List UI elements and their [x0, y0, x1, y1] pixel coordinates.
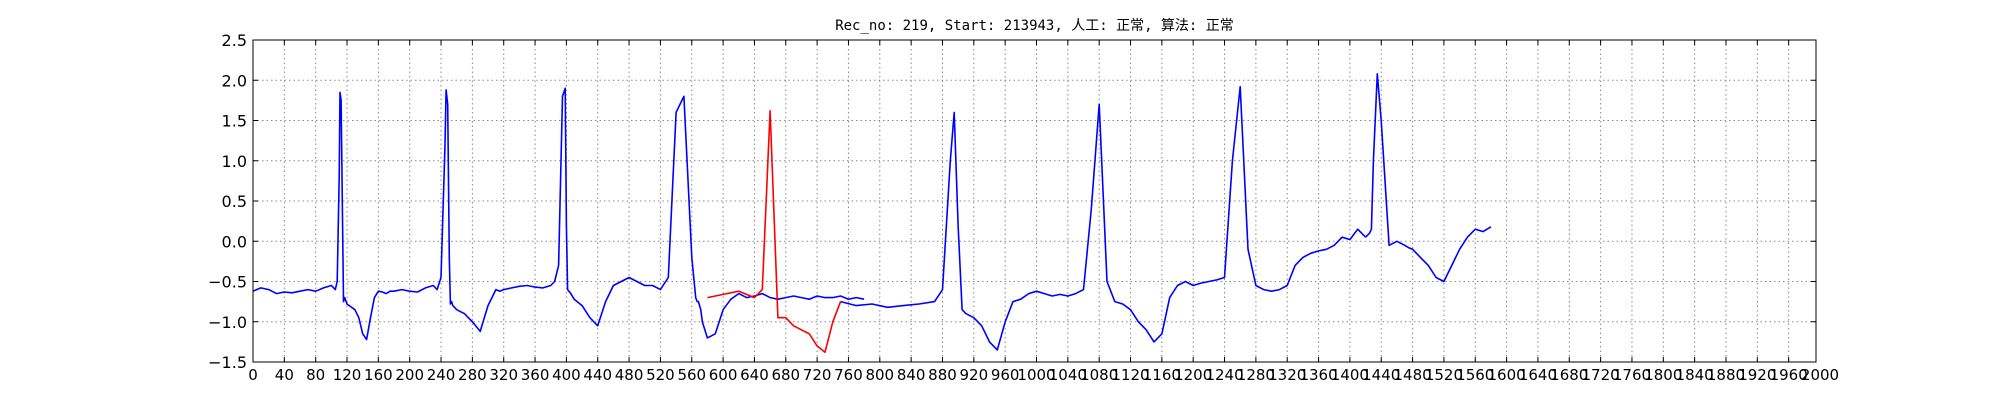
x-tick-label: 1920 [1738, 366, 1776, 384]
x-tick-label: 1880 [1707, 366, 1745, 384]
x-tick-label: 440 [583, 366, 612, 384]
x-tick-label: 880 [928, 366, 957, 384]
y-tick-label: −0.5 [208, 273, 247, 292]
ecg-series-line-3 [1365, 73, 1492, 283]
x-tick-label: 280 [458, 366, 487, 384]
x-tick-label: 80 [306, 366, 325, 384]
x-tick-label: 1360 [1299, 366, 1337, 384]
x-tick-label: 1800 [1644, 366, 1682, 384]
x-tick-label: 120 [333, 366, 362, 384]
x-tick-label: 1680 [1550, 366, 1588, 384]
x-tick-label: 520 [646, 366, 675, 384]
x-tick-label: 1040 [1049, 366, 1087, 384]
x-tick-label: 320 [489, 366, 518, 384]
chart-title: Rec_no: 219, Start: 213943, 人工: 正常, 算法: … [835, 18, 1234, 34]
x-tick-label: 760 [834, 366, 863, 384]
x-tick-label: 360 [521, 366, 550, 384]
grid-lines [253, 40, 1816, 362]
x-tick-label: 1640 [1519, 366, 1557, 384]
x-tick-label: 1200 [1174, 366, 1212, 384]
x-tick-label: 1960 [1770, 366, 1808, 384]
x-tick-label: 1080 [1080, 366, 1118, 384]
x-tick-label: 1760 [1613, 366, 1651, 384]
x-tick-label: 2000 [1801, 366, 1839, 384]
x-tick-label: 720 [803, 366, 832, 384]
x-tick-label: 1280 [1237, 366, 1275, 384]
y-tick-label: −1.5 [208, 353, 247, 372]
y-tick-label: 1.5 [222, 112, 247, 131]
x-tick-label: 640 [740, 366, 769, 384]
y-tick-label: 2.5 [222, 31, 247, 50]
x-tick-label: 240 [427, 366, 456, 384]
x-tick-label: 960 [991, 366, 1020, 384]
x-tick-label: 1240 [1205, 366, 1243, 384]
x-tick-label: 40 [275, 366, 294, 384]
x-tick-label: 1160 [1143, 366, 1181, 384]
x-tick-label: 1440 [1362, 366, 1400, 384]
y-tick-label: 1.0 [222, 152, 247, 171]
x-tick-label: 600 [709, 366, 738, 384]
y-tick-label: 2.0 [222, 71, 247, 90]
x-tick-label: 200 [395, 366, 424, 384]
x-tick-label: 1720 [1582, 366, 1620, 384]
x-axis-ticks: 0 40 80 120 160 200 240 280 320 360 400 440 480 520 56… [248, 40, 1839, 384]
x-tick-label: 680 [771, 366, 800, 384]
ecg-series-line-1 [707, 110, 842, 354]
x-tick-label: 1400 [1331, 366, 1369, 384]
x-tick-label: 160 [364, 366, 393, 384]
x-tick-label: 800 [865, 366, 894, 384]
x-tick-label: 1000 [1017, 366, 1055, 384]
y-tick-label: 0.0 [222, 232, 247, 251]
y-tick-label: 0.5 [222, 192, 247, 211]
x-tick-label: 1120 [1111, 366, 1149, 384]
x-tick-label: 1480 [1393, 366, 1431, 384]
ecg-series-line-0 [252, 87, 865, 341]
x-tick-label: 560 [677, 366, 706, 384]
x-tick-label: 1520 [1425, 366, 1463, 384]
y-tick-label: −1.0 [208, 313, 247, 332]
x-tick-label: 0 [248, 366, 258, 384]
x-tick-label: 1320 [1268, 366, 1306, 384]
x-tick-label: 1560 [1456, 366, 1494, 384]
x-tick-label: 920 [959, 366, 988, 384]
x-tick-label: 840 [897, 366, 926, 384]
y-axis-ticks: 2.5 2.0 1.5 1.0 0.5 0.0 −0.5 −1.0 −1.5 [208, 31, 1816, 372]
plot-series [252, 73, 1492, 354]
x-tick-label: 400 [552, 366, 581, 384]
ecg-series-line-2 [840, 85, 1367, 351]
x-tick-label: 1840 [1676, 366, 1714, 384]
x-tick-label: 480 [615, 366, 644, 384]
x-tick-label: 1600 [1488, 366, 1526, 384]
